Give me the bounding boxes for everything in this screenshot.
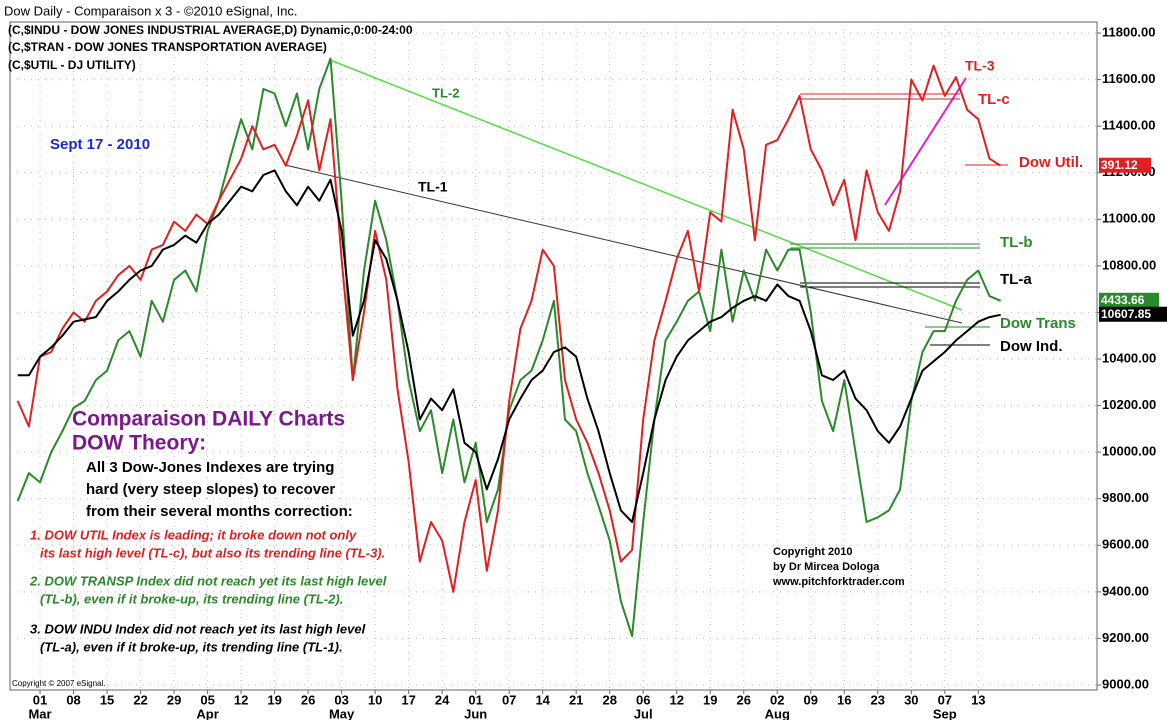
x-tick-label: 03 (334, 692, 348, 707)
last-value-label: 4433.66 (1101, 293, 1145, 307)
last-value: 10607.85 (1099, 306, 1167, 322)
y-tick-label: 11600.00 (1102, 71, 1156, 86)
heading: Comparaison DAILY Charts (72, 408, 345, 431)
y-tick-label: 10400.00 (1102, 350, 1156, 365)
heading: DOW Theory: (72, 432, 206, 455)
month-label: Apr (196, 706, 218, 720)
y-tick-label: 9800.00 (1102, 490, 1149, 505)
last-value-box (1099, 306, 1167, 322)
copyright: Copyright 2010 (773, 546, 852, 558)
x-tick-label: 30 (904, 692, 918, 707)
y-tick-label: 10200.00 (1102, 397, 1156, 412)
x-tick-label: 14 (535, 692, 550, 707)
chart-title: Dow Daily - Comparaison x 3 - ©2010 eSig… (4, 3, 298, 18)
x-tick-label: 19 (703, 692, 717, 707)
x-tick-label: 07 (938, 692, 952, 707)
summary: from their several months correction: (86, 503, 353, 520)
summary: hard (very steep slopes) to recover (86, 481, 335, 498)
y-tick-label: 9200.00 (1102, 630, 1149, 645)
note: 2. DOW TRANSP Index did not reach yet it… (29, 573, 387, 588)
note: 1. DOW UTIL Index is leading; it broke d… (30, 527, 357, 542)
series-line (16, 64, 1002, 593)
series-line (17, 169, 1001, 523)
x-tick-label: 22 (133, 692, 147, 707)
trend-line (329, 59, 963, 311)
trend-label: TL-3 (965, 58, 995, 74)
summary: All 3 Dow-Jones Indexes are trying (86, 459, 334, 476)
x-tick-label: 15 (100, 692, 114, 707)
x-tick-label: 08 (66, 692, 80, 707)
note: 3. DOW INDU Index did not reach yet its … (30, 621, 366, 636)
note: (TL-b), even if it broke-up, its trendin… (40, 591, 343, 606)
y-tick-label: 11800.00 (1102, 24, 1156, 39)
trend-label: TL-c (978, 91, 1010, 108)
month-label: May (329, 706, 355, 720)
footer: Copyright © 2007 eSignal. (12, 679, 106, 688)
y-tick-label: 10800.00 (1102, 257, 1156, 272)
x-tick-label: 12 (669, 692, 683, 707)
series-label: Dow Ind. (1000, 338, 1063, 355)
y-tick-label: 9600.00 (1102, 537, 1149, 552)
x-tick-label: 17 (401, 692, 415, 707)
y-tick-label: 11400.00 (1102, 118, 1156, 133)
x-tick-label: 16 (837, 692, 851, 707)
x-tick-label: 26 (301, 692, 315, 707)
x-tick-label: 13 (971, 692, 985, 707)
copyright: by Dr Mircea Dologa (773, 561, 880, 573)
x-tick-label: 29 (167, 692, 181, 707)
x-tick-label: 26 (737, 692, 751, 707)
trend-label: TL-b (1000, 234, 1032, 251)
last-value: 4433.66 (1099, 292, 1159, 308)
note: its last high level (TL-c), but also its… (40, 545, 385, 560)
y-tick-label: 10000.00 (1102, 444, 1156, 459)
y-tick-label: 11000.00 (1102, 211, 1156, 226)
x-tick-label: 07 (502, 692, 516, 707)
month-label: Mar (28, 706, 51, 720)
note: (TL-a), even if it broke-up, its trendin… (40, 639, 343, 654)
x-tick-label: 10 (368, 692, 382, 707)
month-label: Jun (464, 706, 487, 720)
x-tick-label: 05 (200, 692, 214, 707)
last-value-box (1099, 292, 1159, 308)
header-line: (C,$TRAN - DOW JONES TRANSPORTATION AVER… (8, 40, 327, 54)
header-line: (C,$UTIL - DJ UTILITY) (8, 58, 136, 72)
series-label: Dow Util. (1019, 154, 1083, 171)
x-tick-label: 01 (468, 692, 482, 707)
series-label: Dow Trans (1000, 315, 1076, 332)
x-tick-label: 06 (636, 692, 650, 707)
trend-line (284, 164, 963, 324)
x-tick-label: 24 (435, 692, 450, 707)
last-value: 391.12 (1099, 157, 1151, 173)
x-tick-label: 21 (569, 692, 583, 707)
last-value-box (1099, 157, 1151, 173)
date-label: Sept 17 - 2010 (50, 136, 150, 153)
trend-label: TL-2 (432, 85, 459, 100)
x-tick-label: 09 (804, 692, 818, 707)
trend-label: TL-a (1000, 271, 1032, 288)
header-line: (C,$INDU - DOW JONES INDUSTRIAL AVERAGE,… (8, 23, 413, 37)
x-tick-label: 23 (871, 692, 885, 707)
plot-frame (9, 21, 1098, 691)
last-value-label: 391.12 (1101, 158, 1138, 172)
x-tick-label: 19 (267, 692, 281, 707)
trend-label: TL-1 (418, 179, 448, 195)
x-tick-label: 01 (33, 692, 47, 707)
x-tick-label: 02 (770, 692, 784, 707)
copyright: www.pitchforktrader.com (772, 576, 905, 588)
month-label: Sep (933, 706, 957, 720)
month-label: Aug (765, 706, 790, 720)
x-tick-label: 12 (234, 692, 248, 707)
y-tick-label: 9400.00 (1102, 583, 1149, 598)
month-label: Jul (634, 706, 653, 720)
y-tick-label: 9000.00 (1102, 676, 1149, 691)
last-value-label: 10607.85 (1101, 307, 1151, 321)
x-tick-label: 28 (602, 692, 616, 707)
